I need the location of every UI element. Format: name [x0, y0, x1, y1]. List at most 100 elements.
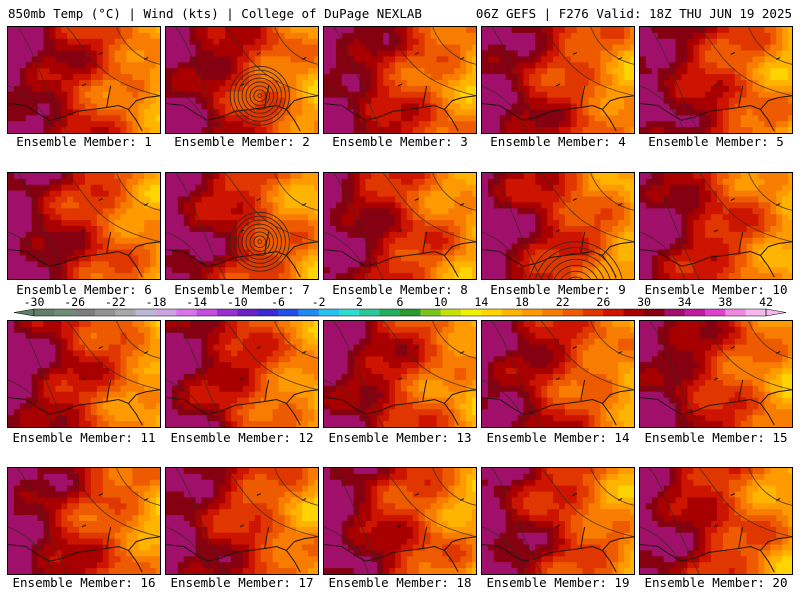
height-contour	[491, 468, 542, 574]
ensemble-member-2-map[interactable]	[165, 26, 319, 134]
map-title: 850mb Temp (°C) | Wind (kts) | College o…	[8, 6, 422, 21]
ensemble-member-label: Ensemble Member: 19	[486, 575, 630, 590]
colorbar-tick-label: 10	[434, 296, 448, 309]
height-contour	[491, 173, 542, 279]
wind-barb-icon	[730, 493, 735, 496]
temperature-field	[8, 173, 160, 279]
wind-barb-icon	[775, 350, 781, 354]
ensemble-member-11-map[interactable]	[7, 320, 161, 428]
height-contour	[432, 173, 476, 211]
ensemble-member-label: Ensemble Member: 10	[644, 282, 788, 297]
ensemble-member-9-map[interactable]	[481, 172, 635, 280]
height-contour	[175, 321, 226, 427]
wind-barb-icon	[414, 52, 419, 55]
cyclone-isobar	[249, 231, 271, 252]
coastline	[324, 379, 476, 426]
wind-barb-icon	[301, 497, 307, 501]
ensemble-member-14-map[interactable]	[481, 320, 635, 428]
wind-barb-icon	[713, 83, 719, 87]
colorbar-tick-label: -22	[105, 296, 126, 309]
coastline	[482, 379, 634, 426]
wind-barb-icon	[414, 493, 419, 496]
wind-barb-icon	[555, 524, 561, 528]
height-contour	[540, 468, 634, 538]
height-contour	[17, 27, 68, 133]
wind-barb-icon	[459, 202, 465, 206]
coastline	[324, 85, 476, 132]
wind-barb-icon	[239, 524, 245, 528]
colorbar-swatch	[257, 309, 279, 316]
colorbar-tick-label: 2	[356, 296, 363, 309]
temperature-field	[482, 468, 634, 574]
ensemble-member-10-map[interactable]	[639, 172, 793, 280]
ensemble-member-6-map[interactable]	[7, 172, 161, 280]
ensemble-member-20-map[interactable]	[639, 467, 793, 575]
colorbar-tick-label: 6	[397, 296, 404, 309]
wind-barb-icon	[617, 202, 623, 206]
colorbar-min-arrow	[13, 308, 35, 317]
wind-barb-icon	[98, 52, 103, 55]
coastline	[640, 85, 792, 132]
ensemble-member-label: Ensemble Member: 12	[170, 430, 314, 445]
height-contour	[382, 468, 476, 538]
ensemble-member-5-map[interactable]	[639, 26, 793, 134]
coastline	[640, 526, 792, 573]
ensemble-member-17-map[interactable]	[165, 467, 319, 575]
height-contour	[640, 231, 685, 279]
height-contour	[116, 321, 160, 359]
height-contour	[382, 173, 476, 243]
temperature-field	[482, 27, 634, 133]
ensemble-member-13-map[interactable]	[323, 320, 477, 428]
colorbar-swatch	[684, 309, 706, 316]
height-contour	[590, 173, 634, 211]
colorbar-swatch	[603, 309, 625, 316]
wind-barb-icon	[775, 497, 781, 501]
ensemble-member-4-map[interactable]	[481, 26, 635, 134]
ensemble-member-7-map[interactable]	[165, 172, 319, 280]
ensemble-member-16-map[interactable]	[7, 467, 161, 575]
wind-barb-icon	[239, 377, 245, 381]
temperature-field	[324, 27, 476, 133]
wind-barb-icon	[555, 83, 561, 87]
height-contour	[166, 379, 211, 427]
height-contour	[432, 321, 476, 359]
wind-barb-icon	[143, 56, 149, 60]
wind-barb-icon	[617, 56, 623, 60]
colorbar-swatch	[481, 309, 503, 316]
ensemble-member-label: Ensemble Member: 15	[644, 430, 788, 445]
colorbar-tick-label: -30	[24, 296, 45, 309]
height-contour	[698, 27, 792, 97]
height-contour	[66, 27, 160, 97]
ensemble-member-1-map[interactable]	[7, 26, 161, 134]
height-contour	[324, 85, 369, 133]
height-contour	[333, 173, 384, 279]
ensemble-member-3-map[interactable]	[323, 26, 477, 134]
temperature-field	[324, 468, 476, 574]
height-contour	[224, 173, 318, 243]
ensemble-member-19-map[interactable]	[481, 467, 635, 575]
ensemble-member-12-map[interactable]	[165, 320, 319, 428]
ensemble-member-15-map[interactable]	[639, 320, 793, 428]
colorbar-tick-label: 30	[637, 296, 651, 309]
height-contour	[482, 85, 527, 133]
wind-barb-icon	[143, 202, 149, 206]
colorbar-swatch	[359, 309, 381, 316]
height-contour	[166, 231, 211, 279]
colorbar-swatch	[196, 309, 218, 316]
coastline	[482, 526, 634, 573]
ensemble-member-8-map[interactable]	[323, 172, 477, 280]
height-contour	[274, 321, 318, 359]
height-contour	[224, 468, 318, 538]
wind-barb-icon	[256, 52, 261, 55]
wind-barb-icon	[143, 350, 149, 354]
height-contour	[274, 27, 318, 65]
height-contour	[8, 526, 53, 574]
cyclone-isobar	[233, 215, 286, 268]
temperature-field	[640, 321, 792, 427]
wind-barb-icon	[414, 346, 419, 349]
ensemble-member-18-map[interactable]	[323, 467, 477, 575]
height-contour	[175, 173, 226, 279]
ensemble-member-label: Ensemble Member: 2	[174, 134, 310, 149]
cyclone-isobar	[229, 211, 290, 272]
wind-barb-icon	[301, 56, 307, 60]
